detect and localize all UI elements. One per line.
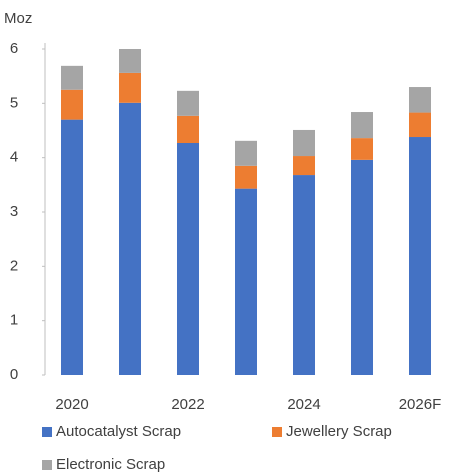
bar-segment: [177, 142, 199, 375]
bar-segment: [293, 129, 315, 157]
bar-segment: [235, 165, 257, 189]
legend-swatch: [272, 427, 282, 437]
bar-segment: [409, 112, 431, 138]
bar-segment: [177, 90, 199, 116]
x-tick-label: 2020: [55, 396, 88, 413]
y-tick-label: 6: [10, 40, 18, 57]
y-tick-label: 4: [10, 149, 18, 166]
legend-swatch: [42, 460, 52, 470]
bar-segment: [293, 156, 315, 176]
x-tick-label: 2022: [171, 396, 204, 413]
x-tick-label: 2024: [287, 396, 320, 413]
legend-swatch: [42, 427, 52, 437]
bar-segment: [119, 102, 141, 375]
bar-segment: [177, 115, 199, 143]
y-tick-label: 1: [10, 312, 18, 329]
bar-segment: [293, 175, 315, 375]
bar-segment: [351, 112, 373, 139]
bar-segment: [119, 49, 141, 73]
bar-segment: [351, 159, 373, 375]
legend-label: Electronic Scrap: [56, 456, 165, 473]
bar-segment: [409, 87, 431, 113]
bar-segment: [119, 72, 141, 103]
bar-segment: [61, 65, 83, 90]
y-tick-label: 3: [10, 203, 18, 220]
y-tick-label: 2: [10, 257, 18, 274]
bar-segment: [409, 137, 431, 375]
bar-segment: [351, 138, 373, 160]
legend-label: Autocatalyst Scrap: [56, 423, 181, 440]
y-axis-label: Moz: [4, 10, 32, 27]
bar-segment: [235, 140, 257, 166]
bar-segment: [235, 188, 257, 375]
y-tick-label: 5: [10, 94, 18, 111]
legend-label: Jewellery Scrap: [286, 423, 392, 440]
y-tick-label: 0: [10, 366, 18, 383]
bar-segment: [61, 89, 83, 120]
bar-segment: [61, 119, 83, 375]
x-tick-label: 2026F: [399, 396, 442, 413]
